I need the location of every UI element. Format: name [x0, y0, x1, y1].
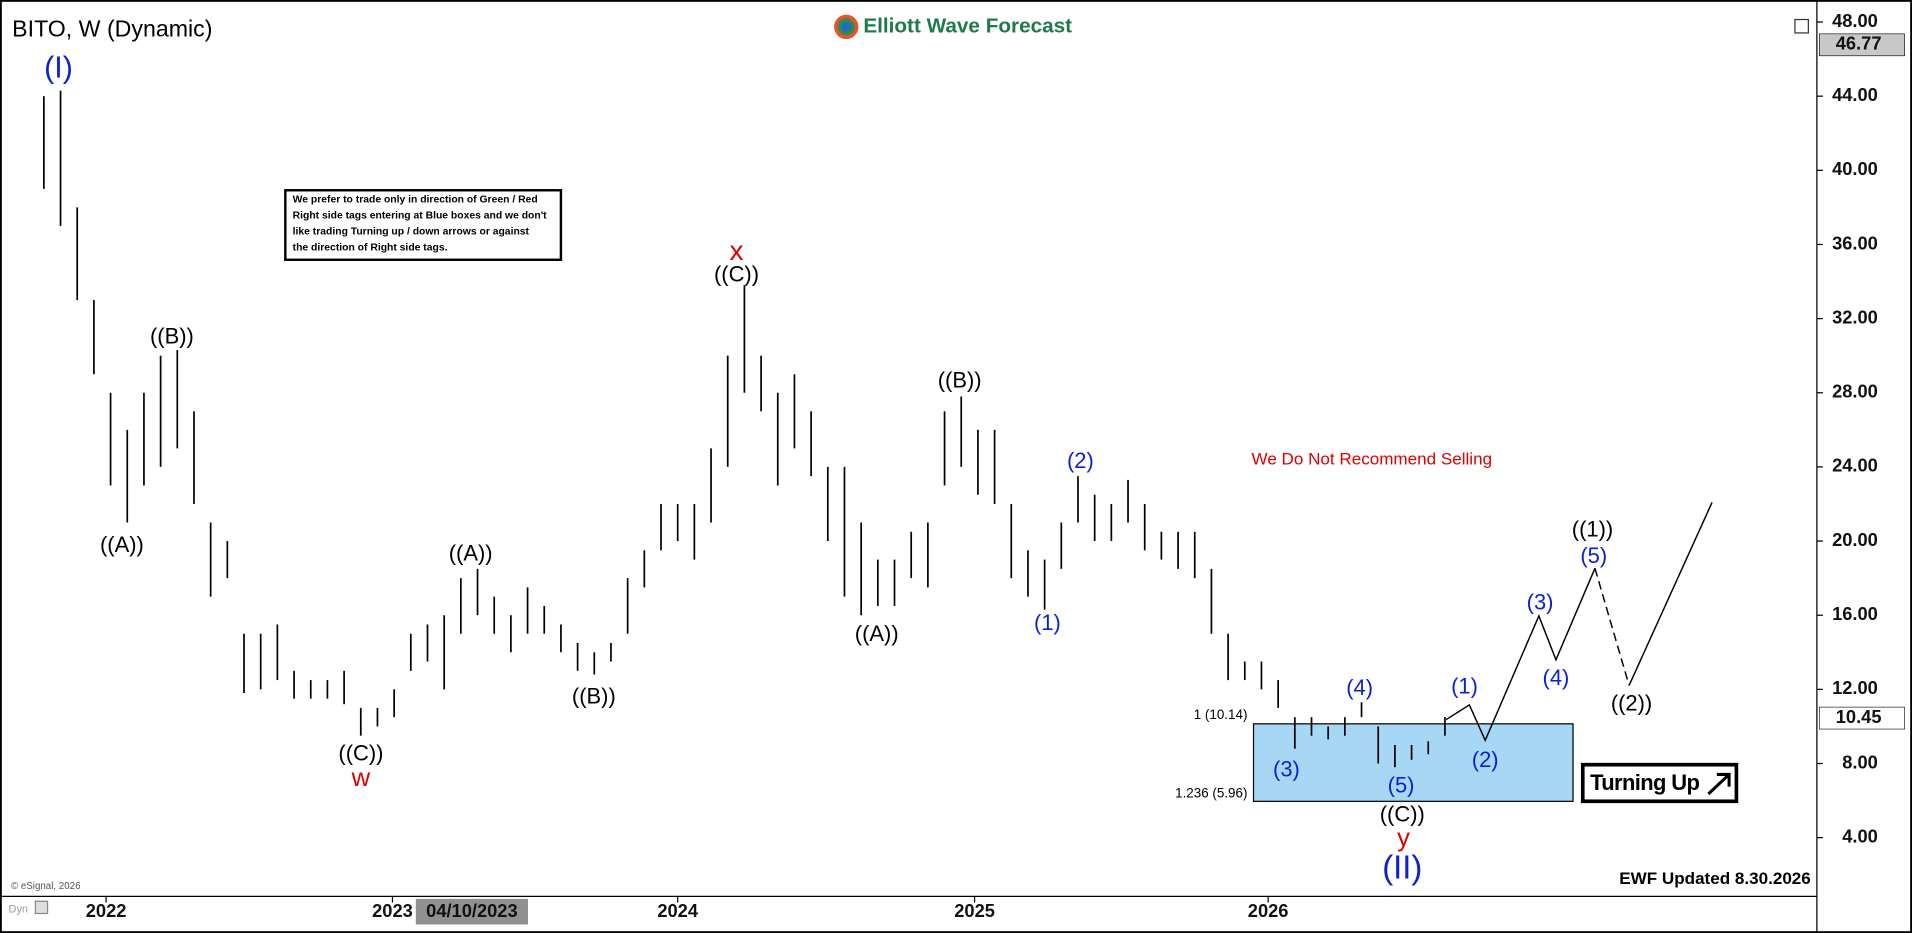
wave-label: x — [730, 235, 744, 266]
note-line: like trading Turning up / down arrows or… — [293, 226, 530, 237]
x-tick-label: 2022 — [86, 900, 127, 921]
y-tick-label: 32.00 — [1832, 306, 1878, 327]
chart-title: BITO, W (Dynamic) — [12, 16, 212, 42]
wave-label: ((A)) — [449, 541, 493, 566]
brand-name: Elliott Wave Forecast — [863, 14, 1072, 37]
wave-label: (II) — [1382, 848, 1422, 885]
y-tick-label: 44.00 — [1832, 84, 1878, 105]
note-line: the direction of Right side tags. — [293, 242, 448, 253]
price-tag: 10.45 — [1836, 706, 1882, 727]
wave-label: (1) — [1034, 610, 1061, 635]
window-icon[interactable] — [1794, 18, 1809, 34]
y-tick-label: 16.00 — [1832, 603, 1878, 624]
y-tick-label: 36.00 — [1832, 232, 1878, 253]
y-tick-label: 12.00 — [1832, 677, 1878, 698]
note-line: Right side tags entering at Blue boxes a… — [293, 211, 548, 222]
copyright: © eSignal, 2026 — [11, 881, 81, 892]
mode-icon[interactable] — [34, 900, 49, 915]
crosshair-date: 04/10/2023 — [426, 900, 517, 921]
wave-label: ((B)) — [938, 368, 982, 393]
wave-label: w — [351, 764, 371, 792]
wave-label: (3) — [1527, 590, 1554, 615]
signal-text: Turning Up — [1590, 770, 1699, 795]
projection — [1445, 502, 1713, 743]
wave-label: ((1)) — [1572, 516, 1613, 541]
warning-text: We Do Not Recommend Selling — [1252, 449, 1493, 468]
y-tick-label: 48.00 — [1832, 10, 1878, 31]
y-tick-label: 24.00 — [1832, 455, 1878, 476]
wave-label: (5) — [1580, 543, 1607, 568]
wave-label: (4) — [1543, 665, 1570, 690]
wave-label: (1) — [1451, 674, 1478, 699]
y-tick-label: 40.00 — [1832, 158, 1878, 179]
wave-label: (I) — [44, 51, 73, 85]
zone-top-label: 1 (10.14) — [1194, 707, 1248, 722]
x-tick-label: 2026 — [1248, 900, 1289, 921]
wave-label: ((B)) — [150, 324, 194, 349]
updated-text: EWF Updated 8.30.2026 — [1619, 869, 1811, 888]
y-tick-label: 20.00 — [1832, 529, 1878, 550]
wave-label: ((A)) — [100, 532, 144, 557]
y-tick-label: 8.00 — [1842, 751, 1878, 772]
signal-button: Turning Up — [1580, 762, 1739, 804]
zone-bottom-label: 1.236 (5.96) — [1175, 786, 1247, 801]
note-box — [284, 189, 563, 261]
wave-label: (4) — [1346, 675, 1373, 700]
wave-label: (5) — [1388, 772, 1415, 797]
wave-label: ((B)) — [572, 683, 616, 708]
crosshair-box — [415, 898, 528, 925]
target-zone — [1252, 723, 1574, 802]
wave-label: (3) — [1273, 757, 1300, 782]
wave-label: (2) — [1472, 747, 1499, 772]
x-tick-label: 2023 — [372, 900, 413, 921]
wave-label: y — [1397, 824, 1410, 852]
y-tick-label: 28.00 — [1832, 381, 1878, 402]
brand-logo: Elliott Wave Forecast — [834, 14, 1072, 40]
price-tag-box — [1819, 706, 1905, 730]
wave-label: ((C)) — [714, 261, 759, 286]
y-tick-label: 4.00 — [1842, 825, 1878, 846]
wave-label: ((C)) — [338, 741, 383, 766]
wave-label: (2) — [1067, 448, 1094, 473]
price-tag-box — [1819, 33, 1905, 57]
wave-label: ((C)) — [1380, 802, 1425, 827]
note-line: We prefer to trade only in direction of … — [293, 195, 538, 206]
x-tick-label: 2024 — [657, 900, 698, 921]
mode-label: Dyn — [9, 904, 29, 916]
price-tag: 46.77 — [1836, 33, 1882, 54]
wave-label: ((2)) — [1611, 691, 1652, 716]
x-tick-label: 2025 — [954, 900, 995, 921]
wave-label: ((A)) — [855, 621, 899, 646]
